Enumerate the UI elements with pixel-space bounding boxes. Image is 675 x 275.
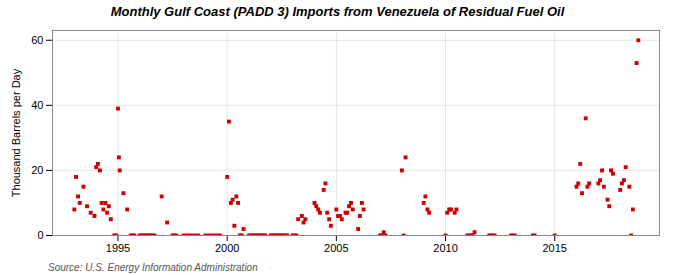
- svg-text:0: 0: [37, 229, 43, 241]
- html-text:Source: U.S. Energy Informatio: Source: U.S. Energy Information Administ…: [48, 262, 258, 273]
- svg-text:2015: 2015: [542, 242, 566, 254]
- svg-text:2005: 2005: [324, 242, 348, 254]
- svg-text:2000: 2000: [215, 242, 239, 254]
- svg-text:1995: 1995: [106, 242, 130, 254]
- html-text:Monthly Gulf Coast (PADD 3) Im: Monthly Gulf Coast (PADD 3) Imports from…: [110, 4, 565, 19]
- svg-text:40: 40: [31, 99, 43, 111]
- svg-text:60: 60: [31, 34, 43, 46]
- svg-text:20: 20: [31, 164, 43, 176]
- svg-text:Thousand Barrels per Day: Thousand Barrels per Day: [10, 68, 22, 197]
- svg-text:2010: 2010: [433, 242, 457, 254]
